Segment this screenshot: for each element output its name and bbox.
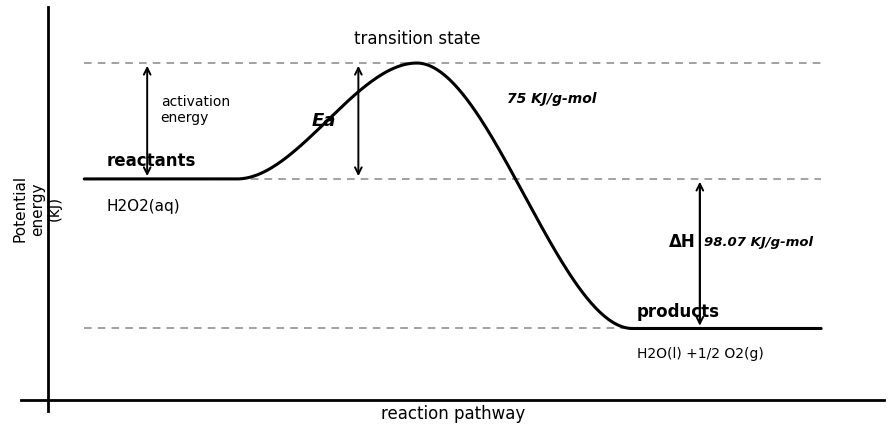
Text: activation
energy: activation energy bbox=[160, 95, 230, 125]
X-axis label: reaction pathway: reaction pathway bbox=[380, 405, 525, 423]
Text: 75 KJ/g-mol: 75 KJ/g-mol bbox=[507, 92, 596, 105]
Y-axis label: Potential
energy
(kJ): Potential energy (kJ) bbox=[12, 175, 62, 242]
Text: Ea: Ea bbox=[312, 112, 336, 130]
Text: 98.07 KJ/g-mol: 98.07 KJ/g-mol bbox=[704, 236, 813, 249]
Text: H2O(l) +1/2 O2(g): H2O(l) +1/2 O2(g) bbox=[637, 347, 764, 361]
Text: reactants: reactants bbox=[107, 152, 196, 170]
Text: ΔH: ΔH bbox=[668, 233, 695, 251]
Text: H2O2(aq): H2O2(aq) bbox=[107, 200, 180, 215]
Text: transition state: transition state bbox=[354, 30, 480, 48]
Text: products: products bbox=[637, 303, 720, 321]
